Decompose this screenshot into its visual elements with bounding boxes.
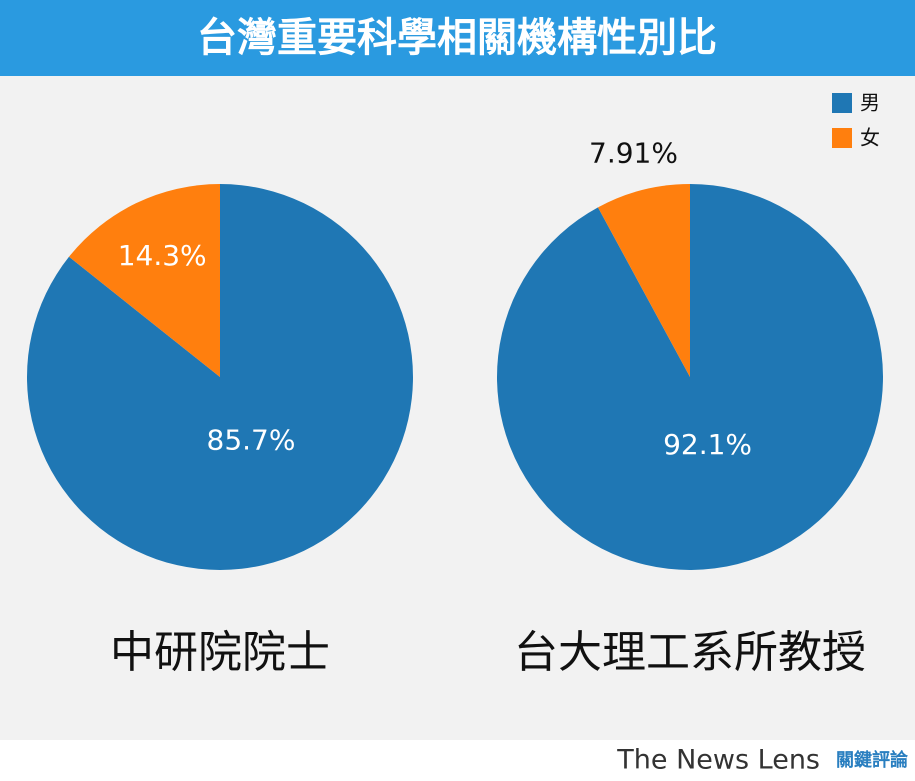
brand-zh: 關鍵評論 [836, 749, 909, 771]
chart-label: 台大理工系所教授 [514, 627, 866, 678]
value-label: 14.3% [118, 239, 207, 272]
value-label: 7.91% [589, 136, 678, 169]
value-label: 85.7% [207, 423, 296, 456]
pie-slice [27, 184, 413, 570]
legend-label: 女 [860, 126, 880, 150]
value-label: 92.1% [663, 428, 752, 461]
chart-label: 中研院院士 [110, 627, 330, 678]
title: 台灣重要科學相關機構性別比 [197, 15, 717, 61]
legend-swatch [832, 128, 852, 148]
title-band [0, 0, 915, 76]
legend-swatch [832, 93, 852, 113]
pie-slice [68, 184, 221, 377]
pie-slice [597, 184, 690, 377]
brand: The News Lens [616, 745, 820, 776]
legend-label: 男 [860, 91, 880, 115]
